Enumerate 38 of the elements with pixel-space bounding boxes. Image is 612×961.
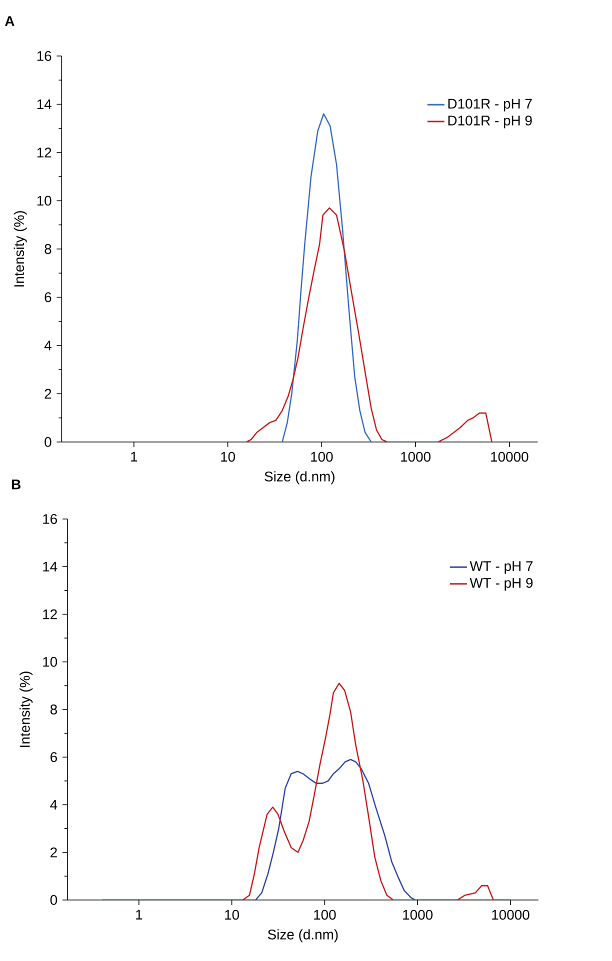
y-tick-label: 8 bbox=[50, 704, 58, 714]
y-tick-label: 0 bbox=[44, 437, 52, 447]
legend-label: D101R - pH 9 bbox=[448, 116, 532, 128]
y-tick-label: 10 bbox=[43, 656, 58, 667]
y-tick-label: 10 bbox=[37, 196, 52, 206]
x-axis-title: Size (d.nm) bbox=[268, 929, 338, 942]
x-tick-label: 1 bbox=[136, 910, 142, 920]
x-tick-label: 1000 bbox=[403, 910, 433, 920]
y-tick-label: 2 bbox=[50, 847, 57, 858]
y-tick-label: 4 bbox=[50, 800, 58, 810]
chart-title: B bbox=[12, 480, 21, 490]
x-tick-label: 10000 bbox=[492, 910, 530, 920]
x-tick-label: 10000 bbox=[491, 452, 528, 462]
x-tick-label: 1000 bbox=[401, 452, 431, 462]
x-tick-label: 100 bbox=[314, 910, 336, 920]
y-axis-title: Intensity (%) bbox=[14, 211, 27, 286]
x-tick-label: 10 bbox=[225, 910, 240, 920]
legend-label: WT - pH 9 bbox=[470, 578, 533, 591]
chart-title: A bbox=[5, 16, 14, 26]
y-tick-label: 16 bbox=[37, 51, 52, 61]
y-tick-label: 0 bbox=[50, 895, 58, 905]
legend-label: D101R - pH 7 bbox=[448, 98, 532, 112]
y-tick-label: 16 bbox=[43, 514, 58, 524]
y-tick-label: 6 bbox=[50, 752, 58, 762]
y-tick-label: 12 bbox=[37, 148, 52, 158]
y-axis-title: Intensity (%) bbox=[20, 672, 33, 747]
x-tick-label: 10 bbox=[221, 452, 236, 462]
y-tick-label: 8 bbox=[44, 244, 52, 254]
y-tick-label: 14 bbox=[43, 562, 58, 572]
x-tick-label: 100 bbox=[311, 452, 333, 462]
y-tick-label: 4 bbox=[44, 340, 52, 350]
y-tick-label: 6 bbox=[44, 292, 52, 302]
x-axis-title: Size (d.nm) bbox=[264, 471, 334, 484]
x-tick-label: 1 bbox=[131, 452, 138, 462]
y-tick-label: 14 bbox=[37, 99, 52, 110]
legend-label: WT - pH 7 bbox=[470, 561, 533, 574]
y-tick-label: 12 bbox=[43, 609, 57, 620]
y-tick-label: 2 bbox=[44, 388, 52, 399]
